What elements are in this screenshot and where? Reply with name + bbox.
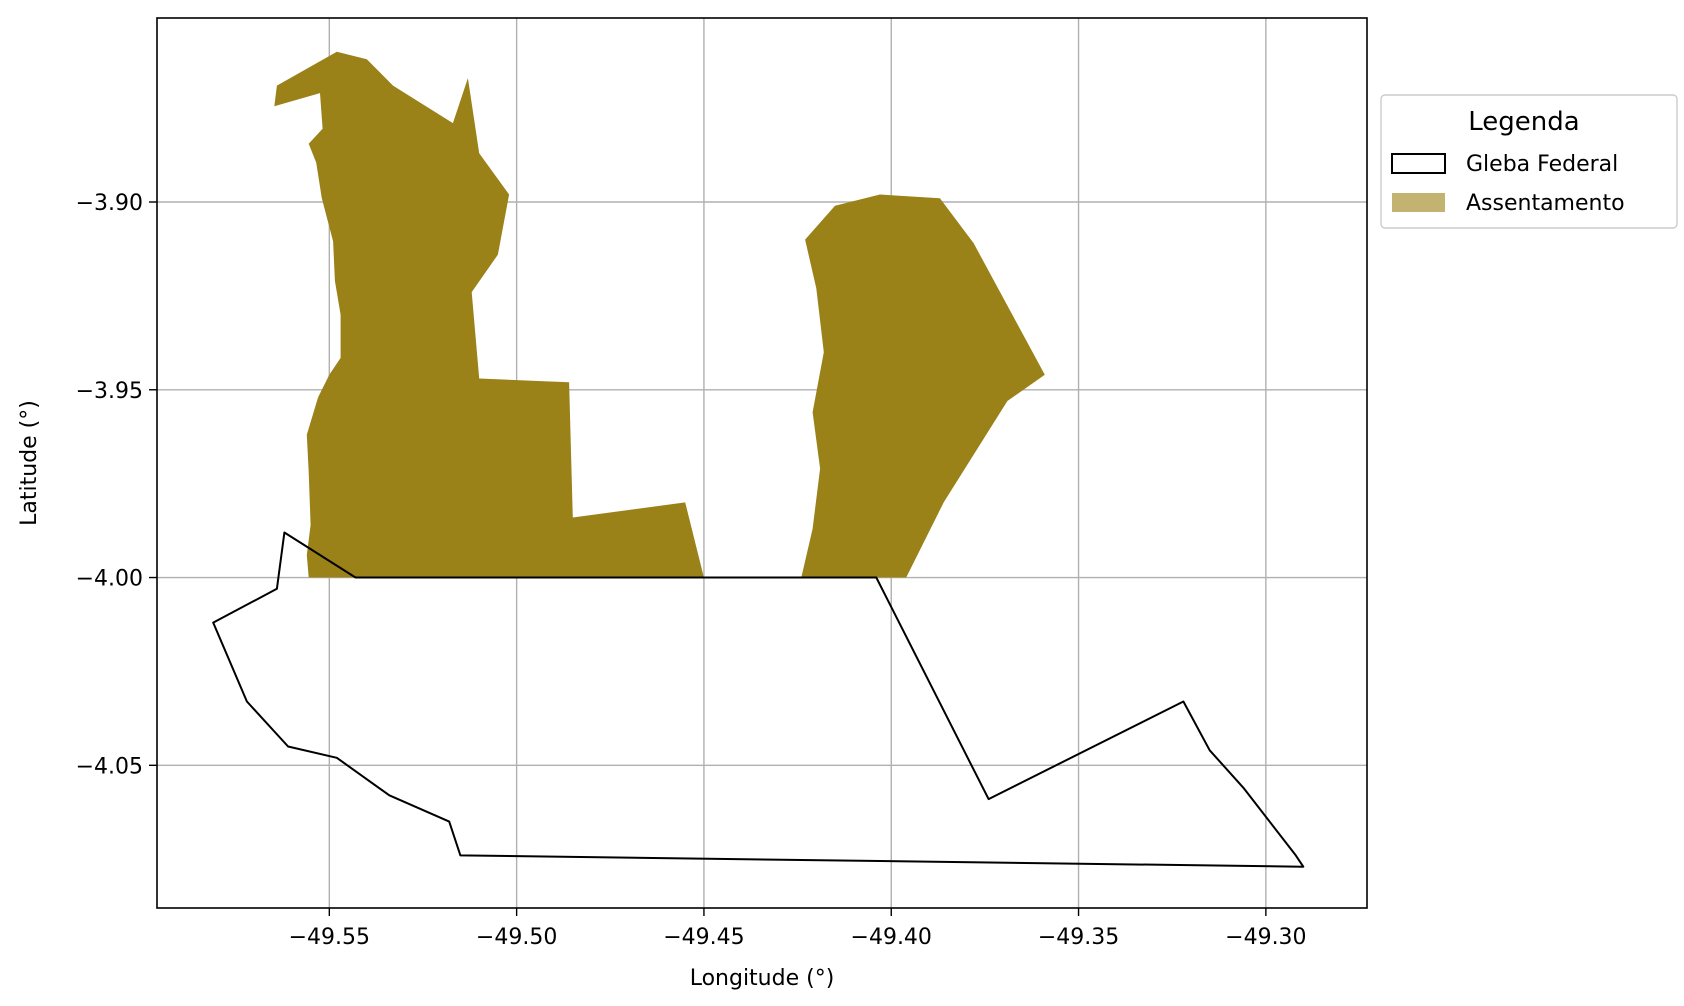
legend-swatch-assentamento bbox=[1392, 193, 1445, 212]
y-axis-ticks: −3.90 −3.95 −4.00 −4.05 bbox=[76, 191, 157, 779]
x-tick-label: −49.30 bbox=[1225, 925, 1306, 950]
assentamento-polygon bbox=[274, 51, 704, 578]
assentamento-polygon bbox=[801, 194, 1045, 578]
x-tick-label: −49.40 bbox=[851, 925, 932, 950]
x-tick-label: −49.35 bbox=[1038, 925, 1119, 950]
gleba-federal-polygon bbox=[212, 531, 1305, 868]
x-tick-label: −49.45 bbox=[663, 925, 744, 950]
legend-title: Legenda bbox=[1468, 107, 1579, 137]
x-tick-label: −49.55 bbox=[289, 925, 370, 950]
x-tick-label: −49.50 bbox=[476, 925, 557, 950]
y-tick-label: −4.05 bbox=[76, 754, 143, 779]
y-tick-label: −3.90 bbox=[76, 191, 143, 216]
legend: Legenda Gleba Federal Assentamento bbox=[1380, 94, 1678, 229]
legend-swatch-gleba-federal bbox=[1391, 153, 1446, 174]
x-axis-label: Longitude (°) bbox=[690, 966, 835, 991]
legend-box bbox=[1380, 94, 1678, 229]
y-tick-label: −4.00 bbox=[76, 567, 143, 592]
gleba-federal-layer bbox=[212, 531, 1305, 868]
y-axis-label: Latitude (°) bbox=[17, 400, 42, 526]
legend-entry-gleba-federal: Gleba Federal bbox=[1466, 152, 1618, 177]
x-axis-ticks: −49.55 −49.50 −49.45 −49.40 −49.35 −49.30 bbox=[289, 908, 1307, 950]
legend-entry-assentamento: Assentamento bbox=[1466, 191, 1625, 216]
plot-frame bbox=[156, 17, 1368, 909]
y-tick-label: −3.95 bbox=[76, 379, 143, 404]
assentamento-layer bbox=[274, 51, 1045, 578]
